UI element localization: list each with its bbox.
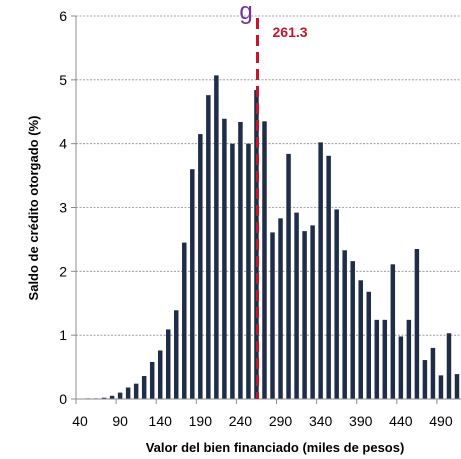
bar — [398, 336, 404, 399]
y-tick-label: 3 — [59, 200, 67, 216]
bar — [270, 232, 275, 399]
bar — [390, 264, 396, 399]
y-tick-label: 4 — [59, 136, 67, 152]
gridlines — [76, 15, 461, 336]
bar — [278, 218, 283, 399]
bar — [133, 383, 139, 399]
bar — [109, 395, 115, 399]
bar — [214, 75, 219, 400]
bar — [238, 121, 243, 400]
bar — [141, 376, 147, 399]
y-tick-label: 0 — [59, 391, 67, 407]
y-tick-label: 5 — [59, 72, 67, 88]
bar — [406, 319, 412, 399]
reference-line-group: 261.3 — [256, 18, 308, 399]
y-tick-label: 1 — [59, 327, 67, 343]
bars — [85, 75, 460, 400]
bar — [366, 291, 371, 399]
bar — [165, 329, 171, 399]
y-tick-labels: 0 1 2 3 4 5 6 — [59, 8, 67, 407]
bar — [206, 95, 211, 400]
bar — [157, 350, 163, 399]
x-tick-label: 390 — [349, 413, 373, 429]
bar — [286, 153, 291, 399]
bar — [125, 387, 131, 399]
bar — [302, 231, 307, 399]
bar — [454, 374, 460, 399]
bar — [174, 310, 179, 399]
bar — [422, 360, 428, 399]
x-tick-label: 40 — [72, 413, 88, 429]
x-tick-label: 440 — [389, 413, 413, 429]
bar — [190, 169, 195, 399]
bar — [326, 155, 331, 399]
bar — [230, 143, 235, 399]
bar — [446, 333, 452, 399]
x-tick-label: 90 — [112, 413, 128, 429]
y-axis-title: Saldo de crédito otorgado (%) — [26, 116, 41, 301]
bar — [294, 212, 299, 399]
x-tick-label: 140 — [149, 413, 173, 429]
bar — [222, 118, 227, 400]
y-tick-label: 2 — [59, 263, 67, 279]
y-tick-label: 6 — [59, 8, 67, 24]
bar — [198, 134, 203, 399]
bar — [438, 375, 444, 399]
bar — [117, 392, 123, 399]
bar — [262, 121, 267, 399]
x-tick-labels: 40 90 140 190 240 290 340 390 440 490 — [72, 413, 453, 429]
bar — [182, 242, 187, 399]
bar — [310, 225, 315, 399]
x-tick-label: 240 — [229, 413, 253, 429]
bar — [246, 143, 251, 399]
x-axis-title: Valor del bien financiado (miles de peso… — [146, 440, 405, 455]
bar — [430, 347, 436, 399]
axes — [71, 15, 461, 404]
x-tick-label: 340 — [309, 413, 333, 429]
x-tick-label: 490 — [429, 413, 453, 429]
chart-title-fragment: g — [239, 0, 252, 25]
x-tick-label: 290 — [269, 413, 293, 429]
bar — [350, 261, 355, 399]
bar — [334, 209, 339, 399]
bar — [342, 250, 347, 399]
bar — [149, 361, 155, 399]
bar — [318, 142, 323, 399]
bar — [374, 319, 380, 399]
bar — [101, 397, 107, 399]
reference-line-label: 261.3 — [273, 24, 308, 40]
bar — [414, 248, 420, 399]
bar — [358, 280, 363, 399]
x-tick-label: 190 — [189, 413, 213, 429]
bar — [382, 319, 388, 399]
